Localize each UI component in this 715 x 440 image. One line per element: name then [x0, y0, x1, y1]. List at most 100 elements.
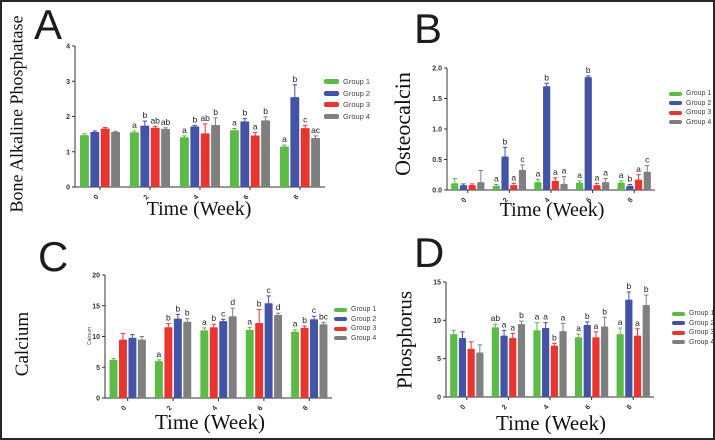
svg-text:b: b [292, 74, 297, 84]
panel-letter-a: A [34, 1, 63, 48]
svg-text:2: 2 [502, 197, 510, 205]
svg-text:d: d [276, 302, 281, 312]
svg-text:5: 5 [96, 365, 100, 372]
svg-text:a: a [562, 166, 567, 176]
svg-text:a: a [182, 125, 187, 135]
svg-text:3: 3 [66, 79, 70, 86]
svg-text:0: 0 [93, 194, 101, 202]
legend-label: Group 1 [351, 306, 377, 314]
svg-text:a: a [577, 170, 582, 180]
panel-a: A Bone Alkaline Phosphatase 0 1 2 3 4 0 2 a b ab a… [2, 2, 374, 224]
svg-text:a: a [536, 169, 541, 179]
legend-swatch-icon [669, 101, 682, 106]
svg-text:b: b [185, 308, 190, 318]
legend-c: Group 1 Group 2 Group 3 Group 4 [334, 305, 376, 343]
svg-text:c: c [303, 114, 308, 124]
legend-a: Group 1 Group 2 Group 3 Group 4 [324, 76, 370, 122]
svg-text:b: b [211, 313, 216, 323]
y-axis-title-bone-alkaline-phosphatase: Bone Alkaline Phosphatase [6, 15, 27, 213]
legend-item: Group 3 [672, 328, 714, 338]
legend-swatch-icon [334, 336, 347, 341]
svg-text:b: b [257, 298, 262, 308]
svg-text:a: a [636, 164, 641, 174]
svg-text:b: b [627, 174, 632, 184]
panel-letter-c: C [38, 233, 69, 280]
legend-label: Group 1 [689, 310, 715, 318]
legend-label: Group 1 [343, 77, 371, 87]
svg-text:c: c [267, 285, 272, 295]
svg-text:a: a [293, 319, 298, 329]
svg-text:2: 2 [143, 194, 151, 202]
svg-text:b: b [552, 332, 557, 342]
svg-text:ab: ab [161, 117, 171, 127]
legend-label: Group 4 [689, 338, 715, 346]
legend-swatch-icon [672, 330, 685, 335]
legend-d: Group 1 Group 2 Group 3 Group 4 [672, 309, 714, 347]
svg-text:4: 4 [66, 44, 70, 51]
svg-text:0: 0 [459, 404, 467, 412]
panel-b: B Osteocalcin 0.0 0.5 1.0 1.5 2.0 0 2 a b a c 4 a b a a… [374, 2, 713, 224]
svg-text:a: a [603, 167, 608, 177]
svg-text:6: 6 [257, 405, 265, 413]
svg-text:0.0: 0.0 [432, 188, 442, 195]
panel-letter-d: D [414, 229, 445, 276]
svg-text:a: a [535, 312, 540, 322]
svg-text:b: b [602, 306, 607, 316]
legend-swatch-icon [672, 321, 685, 326]
legend-label: Group 3 [351, 325, 377, 333]
svg-text:b: b [503, 136, 508, 146]
legend-item: Group 2 [672, 319, 714, 329]
svg-text:c: c [221, 308, 226, 318]
svg-text:d: d [230, 297, 235, 307]
svg-text:b: b [644, 284, 649, 294]
svg-text:5: 5 [437, 356, 441, 363]
svg-text:1: 1 [66, 149, 70, 156]
svg-text:0: 0 [460, 197, 468, 205]
legend-item: Group 4 [672, 338, 714, 348]
svg-text:15: 15 [433, 280, 441, 287]
legend-label: Group 1 [686, 90, 712, 98]
svg-text:b: b [192, 114, 197, 124]
legend-label: Group 2 [351, 315, 377, 323]
svg-text:a: a [494, 174, 499, 184]
legend-item: Group 1 [334, 305, 376, 315]
svg-text:b: b [302, 315, 307, 325]
svg-text:1.5: 1.5 [432, 96, 442, 103]
legend-label: Group 4 [686, 118, 712, 126]
svg-text:8: 8 [627, 197, 635, 205]
legend-label: Group 2 [343, 88, 371, 98]
svg-text:4: 4 [211, 405, 219, 413]
panel-letter-b: B [414, 5, 443, 52]
legend-item: Group 2 [669, 99, 711, 109]
legend-swatch-icon [672, 311, 685, 316]
svg-text:b: b [586, 65, 591, 75]
svg-text:0: 0 [66, 185, 70, 192]
svg-text:0: 0 [120, 405, 128, 413]
svg-text:2: 2 [166, 405, 174, 413]
legend-label: Group 3 [689, 329, 715, 337]
legend-label: Group 2 [686, 99, 712, 107]
svg-text:b: b [263, 106, 268, 116]
svg-text:1.0: 1.0 [432, 127, 442, 134]
svg-text:8: 8 [626, 404, 634, 412]
legend-swatch-icon [669, 91, 682, 96]
svg-text:0.5: 0.5 [432, 157, 442, 164]
legend-swatch-icon [669, 120, 682, 125]
svg-text:15: 15 [92, 303, 100, 310]
svg-text:0: 0 [96, 396, 100, 403]
svg-text:b: b [544, 72, 549, 82]
svg-text:a: a [247, 316, 252, 326]
svg-text:a: a [635, 318, 640, 328]
svg-text:a: a [502, 319, 507, 329]
svg-text:a: a [576, 323, 581, 333]
x-axis-title-d: Time (Week) [495, 411, 607, 435]
legend-label: Group 3 [343, 100, 371, 110]
legend-item: Group 4 [324, 111, 370, 123]
svg-text:a: a [619, 170, 624, 180]
svg-text:a: a [282, 134, 287, 144]
svg-text:a: a [253, 121, 258, 131]
legend-swatch-icon [334, 317, 347, 322]
